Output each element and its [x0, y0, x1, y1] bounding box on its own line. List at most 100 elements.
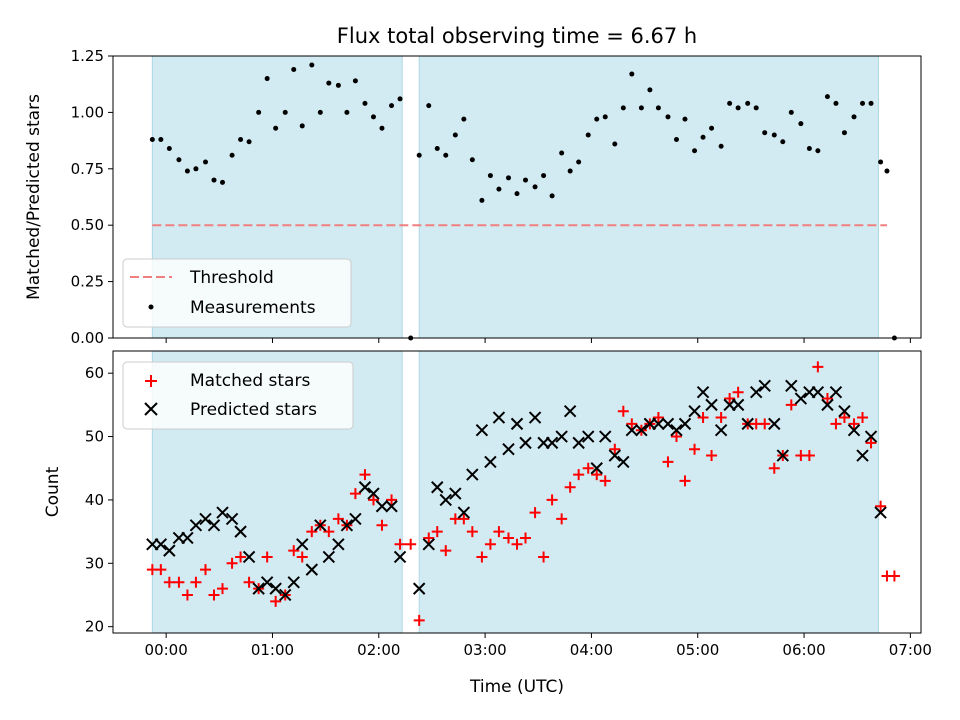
x-tick-label: 01:00	[251, 641, 294, 659]
matched-star-point	[376, 519, 388, 531]
measurement-point	[788, 109, 794, 115]
measurement-point	[487, 173, 493, 179]
predicted-star-point	[287, 576, 300, 589]
measurement-point	[559, 150, 565, 156]
predicted-star-point	[242, 550, 256, 564]
predicted-star-point	[572, 436, 585, 450]
matched-star-point	[261, 551, 273, 563]
matched-star-point	[208, 589, 220, 601]
matched-star-point	[609, 443, 621, 455]
matched-star-point	[759, 418, 771, 430]
measurement-point	[585, 132, 591, 138]
legend-threshold-label: Threshold	[189, 268, 274, 288]
count-panel-frame	[112, 350, 922, 634]
predicted-star-point	[705, 398, 718, 412]
matched-star-point	[697, 412, 709, 424]
matched-star-point	[556, 513, 568, 525]
predicted-star-point	[457, 506, 471, 519]
matched-star-point	[785, 399, 797, 411]
measurement-point	[326, 80, 332, 86]
measurement-point	[335, 82, 341, 88]
predicted-star-point	[296, 538, 309, 551]
x-tick-label: 00:00	[145, 641, 188, 659]
matched-star-point	[538, 551, 550, 563]
predicted-star-point	[375, 500, 389, 513]
measurement-point	[202, 159, 208, 165]
predicted-star-point	[590, 462, 603, 475]
predicted-star-point	[652, 417, 665, 431]
y-tick-label: 0.25	[71, 273, 104, 291]
predicted-star-point	[422, 538, 435, 551]
predicted-star-point	[635, 424, 648, 437]
predicted-star-point	[750, 385, 763, 399]
measurement-point	[753, 105, 759, 111]
matched-star-point	[296, 551, 308, 563]
measurement-point	[291, 67, 297, 73]
matched-star-point	[484, 538, 496, 550]
measurement-point	[549, 193, 555, 199]
measurement-point	[229, 152, 235, 158]
matched-star-point	[768, 462, 780, 474]
measurement-point	[443, 152, 449, 158]
predicted-star-point	[821, 398, 834, 412]
predicted-star-point	[332, 538, 345, 551]
measurement-point	[594, 116, 600, 122]
matched-star-point	[617, 405, 629, 417]
measurement-point	[370, 114, 376, 120]
predicted-star-point	[189, 519, 203, 532]
predicted-star-point	[502, 443, 515, 456]
measurement-point	[523, 177, 529, 183]
predicted-star-point	[466, 468, 479, 481]
ratio-x-ticks	[165, 338, 911, 343]
matched-star-point	[670, 431, 682, 443]
measurement-point	[602, 114, 608, 120]
matched-star-point	[502, 532, 514, 544]
ratio-panel: 0.00 0.25 0.50 0.75 1.00 1.25 Matched/Predict…	[24, 47, 922, 347]
matched-star-point	[270, 595, 282, 607]
matched-star-point	[243, 576, 255, 588]
count-x-ticks: 00:00 01:00 02:00 03:00 04:00 05:00 06:00 07:00	[145, 633, 932, 659]
matched-star-point	[323, 526, 335, 538]
predicted-star-point	[154, 538, 168, 551]
matched-star-point	[888, 570, 900, 582]
matched-star-point	[476, 551, 488, 563]
measurement-point	[682, 116, 688, 122]
measurement-point	[238, 136, 244, 142]
predicted-star-point	[163, 544, 176, 557]
measurement-point	[541, 173, 547, 179]
predicted-star-point	[439, 493, 452, 507]
legend-matched-swatch	[145, 375, 157, 387]
predicted-star-point	[252, 582, 265, 595]
matched-star-point	[875, 500, 887, 512]
matched-star-point	[173, 576, 185, 588]
y-tick-label: 1.00	[71, 103, 104, 121]
matched-star-point	[359, 469, 371, 481]
measurement-point	[567, 168, 573, 174]
matched-star-point	[394, 538, 406, 550]
measurement-point	[416, 152, 422, 158]
measurement-point	[576, 159, 582, 165]
measurement-point	[299, 123, 305, 129]
measurement-point	[665, 114, 671, 120]
predicted-star-point	[305, 563, 319, 576]
x-tick-label: 05:00	[676, 641, 719, 659]
matched-star-point	[349, 488, 361, 500]
predicted-star-point	[582, 430, 595, 443]
matched-star-point	[466, 526, 478, 538]
measurement-point	[727, 100, 733, 106]
matched-star-point	[546, 494, 558, 506]
matched-star-point	[662, 456, 674, 468]
predicted-star-point	[260, 576, 274, 589]
measurement-point	[798, 121, 804, 127]
measurement-point	[514, 191, 520, 197]
predicted-star-point	[696, 385, 710, 399]
predicted-star-point	[216, 506, 229, 519]
matched-star-point	[591, 469, 603, 481]
matched-star-point	[306, 526, 318, 538]
predicted-star-point	[475, 424, 489, 437]
predicted-star-point	[225, 512, 239, 526]
legend-predicted-swatch	[144, 402, 158, 416]
ratio-legend-box	[122, 258, 352, 328]
predicted-star-point	[608, 449, 622, 462]
